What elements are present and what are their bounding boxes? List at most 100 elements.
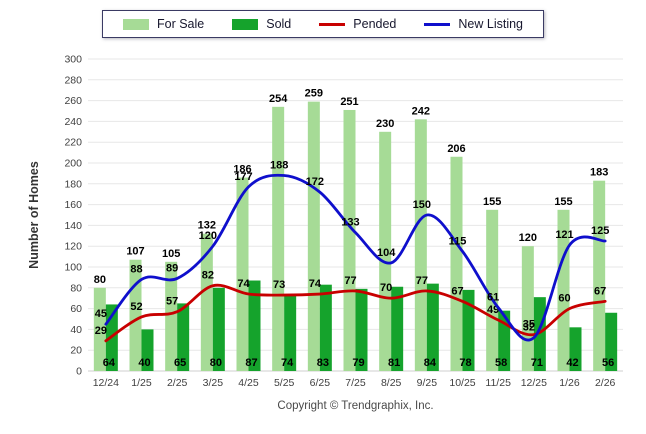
svg-text:100: 100 [64,262,82,274]
svg-text:6/25: 6/25 [310,377,331,389]
for-sale-bar [593,180,606,371]
svg-text:12/24: 12/24 [93,377,119,389]
svg-text:206: 206 [447,143,465,155]
svg-text:5/25: 5/25 [274,377,295,389]
svg-text:81: 81 [388,357,400,369]
for-sale-swatch-icon [122,18,149,30]
for-sale-bar [450,156,463,371]
y-axis-ticks: 0 20 40 60 80 100 120 140 160 180 200 220 240 260 280 3… [64,54,82,378]
svg-text:82: 82 [202,270,214,282]
svg-text:150: 150 [413,199,431,211]
sold-bar [605,312,618,371]
chart-legend: For Sale Sold Pended New Listing [101,10,545,38]
svg-text:155: 155 [554,196,572,208]
svg-text:79: 79 [352,357,364,369]
svg-text:220: 220 [64,137,82,149]
legend-item-for-sale: For Sale [122,17,205,31]
svg-text:188: 188 [270,159,288,171]
for-sale-bar [165,261,178,371]
new-listing-line-swatch-icon [424,22,451,26]
svg-text:60: 60 [70,303,82,315]
svg-text:125: 125 [591,225,609,237]
svg-text:2/25: 2/25 [167,377,188,389]
svg-text:260: 260 [64,95,82,107]
svg-text:74: 74 [237,278,250,290]
svg-text:120: 120 [519,232,537,244]
svg-text:42: 42 [566,357,578,369]
svg-text:104: 104 [377,247,396,259]
sold-bar [319,284,332,371]
svg-text:40: 40 [138,357,150,369]
svg-text:32: 32 [523,322,535,334]
x-axis-labels: 12/24 1/25 2/25 3/25 4/25 5/25 6/25 7/25 8/25 9/2… [93,377,616,389]
svg-text:57: 57 [166,296,178,308]
sold-bar [212,287,225,371]
svg-text:70: 70 [380,282,392,294]
svg-text:280: 280 [64,74,82,86]
for-sale-bar [129,259,142,371]
for-sale-bar [307,101,320,371]
svg-text:67: 67 [451,285,463,297]
svg-text:133: 133 [341,217,359,229]
legend-label-sold: Sold [266,17,292,31]
svg-text:115: 115 [449,235,467,247]
svg-text:172: 172 [306,176,324,188]
svg-text:73: 73 [273,279,285,291]
svg-text:56: 56 [602,357,614,369]
pended-line [104,283,607,343]
svg-text:67: 67 [594,285,606,297]
sold-bar [284,294,297,371]
svg-text:84: 84 [424,357,437,369]
legend-item-pended: Pended [319,17,396,31]
svg-text:4/25: 4/25 [238,377,259,389]
svg-text:300: 300 [64,54,82,66]
legend-label-new-listing: New Listing [458,17,524,31]
sold-bar [426,283,439,371]
bar-value-labels: 80 64 107 40 105 65 132 80 186 87 254 74 259 83 251 79 2… [94,88,615,369]
new-listing-line [104,173,607,342]
svg-text:180: 180 [64,178,82,190]
svg-text:177: 177 [234,171,252,183]
sold-bar [462,289,475,371]
for-sale-bar [200,233,213,371]
svg-text:240: 240 [64,116,82,128]
svg-text:12/25: 12/25 [521,377,547,389]
svg-text:3/25: 3/25 [203,377,224,389]
svg-text:155: 155 [483,196,501,208]
svg-text:10/25: 10/25 [449,377,475,389]
for-sale-bar [272,106,285,371]
svg-text:121: 121 [555,229,573,241]
svg-text:120: 120 [199,230,217,242]
svg-text:74: 74 [309,278,322,290]
new-listing-line-labels: 45 88 89 120 177 188 172 133 104 150 115 61 32 121 125 [95,159,610,333]
svg-text:11/25: 11/25 [485,377,511,389]
sold-swatch-icon [232,18,259,30]
svg-text:65: 65 [174,357,186,369]
sold-bar [533,297,546,371]
svg-text:83: 83 [317,357,329,369]
svg-text:40: 40 [70,324,82,336]
svg-text:7/25: 7/25 [345,377,366,389]
legend-label-pended: Pended [353,17,397,31]
svg-text:80: 80 [94,274,106,286]
svg-text:80: 80 [210,357,222,369]
legend-item-new-listing: New Listing [424,17,523,31]
svg-text:1/26: 1/26 [559,377,580,389]
sold-bar [177,303,190,371]
svg-text:132: 132 [198,220,216,232]
svg-text:77: 77 [416,275,428,287]
svg-text:20: 20 [70,345,82,357]
svg-text:60: 60 [558,293,570,305]
svg-text:89: 89 [166,262,178,274]
legend-label-for-sale: For Sale [156,17,205,31]
pended-line-swatch-icon [319,22,346,26]
for-sale-bar [379,131,392,371]
svg-text:78: 78 [459,357,471,369]
svg-text:77: 77 [344,275,356,287]
sold-bar [391,286,404,371]
for-sale-bar [521,246,534,371]
svg-text:58: 58 [495,357,507,369]
copyright-text: Copyright © Trendgraphix, Inc. [277,400,434,412]
